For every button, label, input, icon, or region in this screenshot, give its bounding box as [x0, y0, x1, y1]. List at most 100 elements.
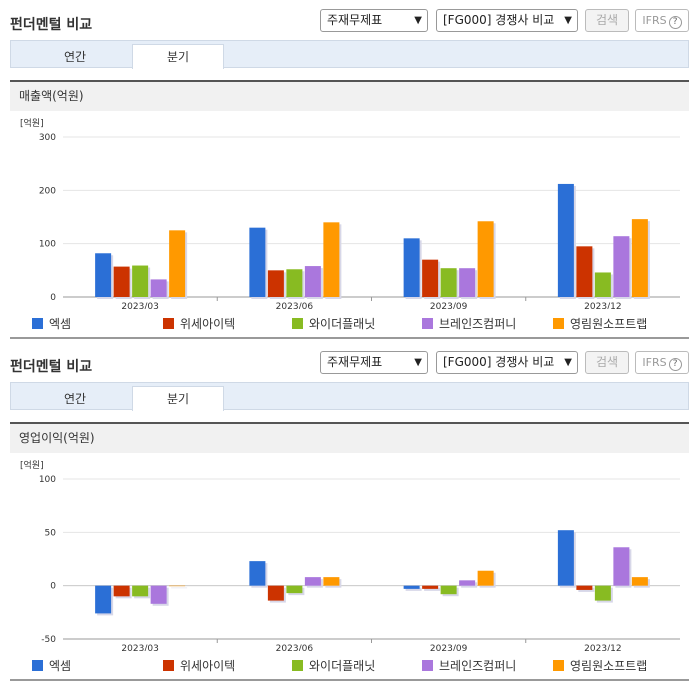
operating-profit-chart: [억원] -50 0 50 100 2023/03 2023/06 2023/09 2023/1…: [20, 459, 680, 651]
y-tick-label: 0: [50, 582, 56, 592]
tab-annual[interactable]: 연간: [63, 50, 87, 64]
x-tick-label: 2023/12: [584, 644, 621, 651]
bar[interactable]: [422, 585, 439, 589]
panel-title: 펀더멘털 비교: [10, 359, 93, 375]
search-button[interactable]: 검색: [585, 9, 629, 32]
bar[interactable]: [249, 561, 266, 586]
legend-item[interactable]: 브레인즈컴퍼니: [422, 657, 516, 674]
y-tick-label: 300: [39, 133, 56, 143]
statement-select[interactable]: 주재무제표 ▼: [320, 351, 428, 374]
x-tick-label: 2023/12: [584, 302, 621, 309]
bar[interactable]: [557, 183, 574, 297]
legend-label: 영림원소프트랩: [570, 659, 648, 673]
bar[interactable]: [594, 272, 611, 297]
chevron-down-icon: ▼: [414, 357, 422, 368]
bar[interactable]: [459, 268, 476, 297]
x-tick-label: 2023/09: [430, 302, 468, 309]
bar[interactable]: [403, 585, 420, 589]
bar[interactable]: [422, 259, 439, 297]
bar[interactable]: [440, 268, 457, 297]
legend-label: 위세아이텍: [180, 317, 236, 331]
compare-select[interactable]: [FG000] 경쟁사 비교 ▼: [436, 351, 578, 374]
bar[interactable]: [150, 585, 167, 604]
legend-item[interactable]: 영림원소프트랩: [553, 315, 647, 332]
compare-select[interactable]: [FG000] 경쟁사 비교 ▼: [436, 9, 578, 32]
bar[interactable]: [267, 270, 284, 297]
bar[interactable]: [286, 585, 303, 594]
bar[interactable]: [304, 577, 321, 586]
bar[interactable]: [440, 585, 457, 595]
legend-swatch: [292, 660, 303, 671]
ifrs-label: IFRS: [642, 356, 667, 369]
legend-item[interactable]: 위세아이텍: [163, 657, 235, 674]
bar[interactable]: [150, 279, 167, 297]
bar[interactable]: [477, 221, 494, 297]
legend-label: 브레인즈컴퍼니: [439, 317, 517, 331]
y-tick-label: 0: [50, 293, 56, 303]
bar[interactable]: [576, 246, 593, 297]
bar[interactable]: [132, 585, 149, 597]
bar[interactable]: [594, 585, 611, 601]
bar-shadow: [405, 587, 422, 591]
legend-item[interactable]: 영림원소프트랩: [553, 657, 647, 674]
legend-label: 영림원소프트랩: [570, 317, 648, 331]
ifrs-label: IFRS: [642, 14, 667, 27]
tab-quarterly[interactable]: 분기: [132, 386, 224, 411]
chart-legend: 엑셈 위세아이텍 와이더플래닛 브레인즈컴퍼니 영림원소프트랩: [10, 309, 689, 339]
legend-item[interactable]: 브레인즈컴퍼니: [422, 315, 516, 332]
bar[interactable]: [249, 227, 266, 297]
bar[interactable]: [631, 219, 648, 297]
chart-legend: 엑셈 위세아이텍 와이더플래닛 브레인즈컴퍼니 영림원소프트랩: [10, 651, 689, 681]
legend-item[interactable]: 엑셈: [32, 657, 71, 674]
y-tick-label: 200: [39, 186, 56, 196]
section-title: 매출액(억원): [10, 80, 689, 111]
x-tick-label: 2023/09: [430, 644, 468, 651]
section-title: 영업이익(억원): [10, 422, 689, 453]
bar[interactable]: [477, 570, 494, 586]
bar[interactable]: [403, 238, 420, 297]
bar[interactable]: [169, 585, 186, 587]
statement-select-value: 주재무제표: [327, 13, 383, 27]
bar[interactable]: [323, 222, 340, 297]
legend-label: 엑셈: [49, 317, 72, 331]
statement-select[interactable]: 주재무제표 ▼: [320, 9, 428, 32]
bar[interactable]: [169, 230, 186, 297]
question-icon: ?: [668, 16, 682, 29]
bar[interactable]: [132, 265, 149, 297]
bar[interactable]: [113, 585, 130, 597]
bar[interactable]: [576, 585, 593, 590]
search-button[interactable]: 검색: [585, 351, 629, 374]
legend-swatch: [32, 318, 43, 329]
x-tick-label: 2023/03: [121, 302, 158, 309]
legend-label: 와이더플래닛: [309, 659, 376, 673]
legend-item[interactable]: 위세아이텍: [163, 315, 235, 332]
bar[interactable]: [631, 577, 648, 586]
revenue-panel: 펀더멘털 비교 주재무제표 ▼ [FG000] 경쟁사 비교 ▼ 검색 IFRS? …: [10, 9, 689, 339]
bar[interactable]: [286, 269, 303, 297]
legend-swatch: [422, 660, 433, 671]
bar[interactable]: [95, 253, 112, 297]
bar[interactable]: [304, 266, 321, 297]
bar[interactable]: [613, 547, 630, 586]
legend-swatch: [32, 660, 43, 671]
legend-item[interactable]: 엑셈: [32, 315, 71, 332]
bar[interactable]: [95, 585, 112, 614]
bar[interactable]: [113, 266, 130, 297]
ifrs-help-button[interactable]: IFRS?: [635, 9, 689, 32]
legend-item[interactable]: 와이더플래닛: [292, 657, 375, 674]
panel-header: 펀더멘털 비교 주재무제표 ▼ [FG000] 경쟁사 비교 ▼ 검색 IFRS?: [0, 342, 696, 382]
ifrs-help-button[interactable]: IFRS?: [635, 351, 689, 374]
tab-annual[interactable]: 연간: [63, 392, 87, 406]
bar[interactable]: [459, 580, 476, 586]
legend-swatch: [292, 318, 303, 329]
bar[interactable]: [613, 236, 630, 297]
legend-swatch: [163, 318, 174, 329]
legend-item[interactable]: 와이더플래닛: [292, 315, 375, 332]
bar[interactable]: [323, 577, 340, 586]
bar[interactable]: [267, 585, 284, 601]
compare-select-value: [FG000] 경쟁사 비교: [443, 13, 555, 27]
x-tick-label: 2023/06: [276, 302, 314, 309]
bar[interactable]: [557, 530, 574, 586]
chevron-down-icon: ▼: [564, 15, 572, 26]
tab-quarterly[interactable]: 분기: [132, 44, 224, 69]
